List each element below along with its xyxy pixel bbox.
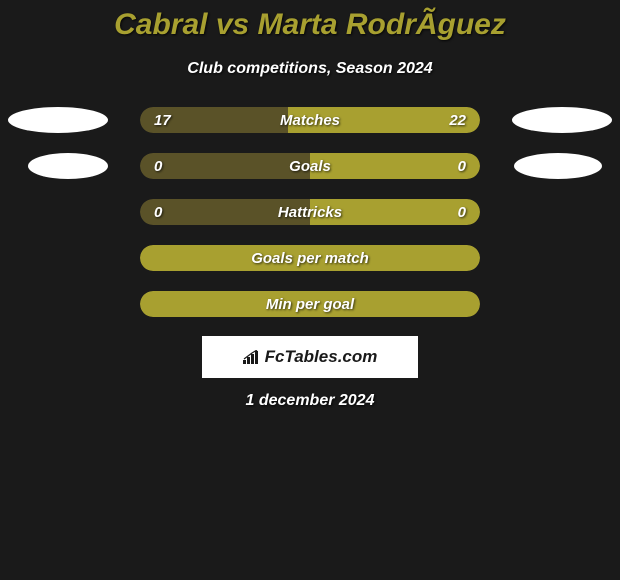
stat-row: 17 Matches 22	[0, 106, 620, 134]
stat-bar: Goals per match	[140, 245, 480, 271]
stat-value-left: 0	[154, 158, 162, 175]
date-label: 1 december 2024	[0, 392, 620, 410]
page-title: Cabral vs Marta RodrÃ­guez	[0, 8, 620, 42]
stat-value-right: 22	[449, 112, 466, 129]
stat-row: Goals per match	[0, 244, 620, 272]
stat-label: Goals per match	[251, 250, 369, 267]
player2-marker	[512, 107, 612, 133]
stat-row: 0 Hattricks 0	[0, 198, 620, 226]
stat-bar: 17 Matches 22	[140, 107, 480, 133]
stat-label: Goals	[289, 158, 331, 175]
bar-right-fill	[310, 153, 480, 179]
bar-left-fill	[140, 153, 310, 179]
stat-bar: 0 Goals 0	[140, 153, 480, 179]
stats-comparison-container: Cabral vs Marta RodrÃ­guez Club competit…	[0, 0, 620, 410]
stat-value-right: 0	[458, 204, 466, 221]
stat-value-left: 17	[154, 112, 171, 129]
stat-label: Hattricks	[278, 204, 342, 221]
player1-marker	[28, 153, 108, 179]
stat-row: 0 Goals 0	[0, 152, 620, 180]
stat-value-right: 0	[458, 158, 466, 175]
player2-marker	[514, 153, 602, 179]
stat-bar: 0 Hattricks 0	[140, 199, 480, 225]
stats-list: 17 Matches 22 0 Goals 0 0 Hattricks 0 Goals per m…	[0, 106, 620, 318]
watermark-content: FcTables.com	[243, 347, 378, 367]
chart-icon	[243, 350, 261, 364]
subtitle: Club competitions, Season 2024	[0, 60, 620, 78]
stat-row: Min per goal	[0, 290, 620, 318]
player1-marker	[8, 107, 108, 133]
stat-value-left: 0	[154, 204, 162, 221]
stat-bar: Min per goal	[140, 291, 480, 317]
stat-label: Matches	[280, 112, 340, 129]
watermark-text: FcTables.com	[265, 347, 378, 367]
stat-label: Min per goal	[266, 296, 354, 313]
watermark-badge: FcTables.com	[202, 336, 418, 378]
